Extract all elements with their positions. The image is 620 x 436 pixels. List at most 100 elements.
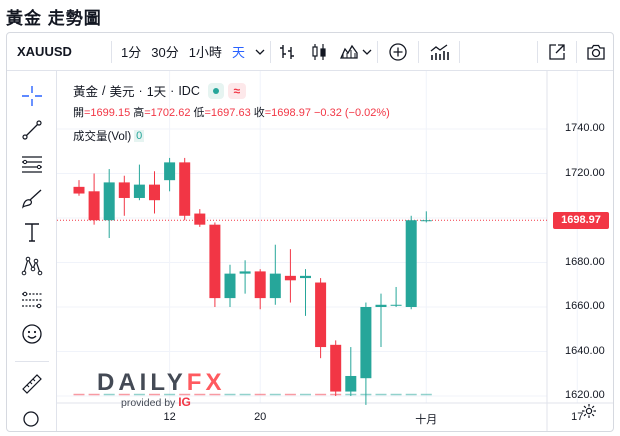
candle-body (133, 184, 145, 198)
volume-legend[interactable]: 成交量(Vol) 0 (73, 128, 390, 144)
candle-chart-type-button[interactable] (303, 38, 335, 66)
volume-bar (164, 393, 176, 396)
chart-legend: 黃金 / 美元 · 1天 · IDC ≈ 開=1699.15 高=1702.62… (73, 81, 390, 144)
snapshot-button[interactable] (577, 38, 613, 66)
toolbar-divider (269, 40, 271, 63)
indicators-button[interactable] (419, 38, 459, 66)
time-tick-label: 12 (163, 411, 176, 423)
volume-bar (133, 393, 145, 396)
volume-bar (315, 393, 327, 396)
page-title: 黃金 走勢圖 (6, 9, 102, 28)
top-toolbar: XAUUSD 1分 30分 1小時 天 (7, 33, 613, 71)
bar-chart-type-button[interactable] (271, 38, 303, 66)
close-value: =1698.97 (264, 107, 311, 119)
candle-body (164, 162, 176, 181)
settings-icon[interactable] (581, 403, 597, 419)
interval-1h-button[interactable]: 1小時 (188, 45, 222, 60)
fullscreen-open-button[interactable] (538, 38, 576, 66)
chevron-down-icon (255, 49, 265, 55)
ig-logo: IG (178, 395, 191, 409)
toolbar-divider (111, 40, 112, 63)
candle-body (179, 162, 191, 216)
price-chart[interactable]: 黃金 / 美元 · 1天 · IDC ≈ 開=1699.15 高=1702.62… (57, 71, 614, 432)
candle-body (194, 213, 206, 225)
candle-body (375, 304, 387, 307)
series-title: 黃金 / 美元 · 1天 · IDC ≈ (73, 81, 390, 100)
price-tick-label: 1640.00 (565, 344, 605, 357)
chart-style-dropdown[interactable] (335, 38, 377, 66)
interval-dropdown-button[interactable] (250, 39, 270, 65)
candle-body (224, 273, 236, 299)
prediction-tool[interactable] (19, 287, 45, 313)
brush-icon (22, 189, 42, 209)
dailyfx-watermark: DAILYFX provided by IG (97, 369, 226, 409)
candle-body (345, 375, 357, 392)
icon-tool[interactable] (19, 321, 45, 347)
change-value: −0.32 (−0.02%) (314, 107, 390, 119)
chart-canvas[interactable] (57, 71, 614, 432)
toolbar-divider (576, 40, 577, 63)
candle-body (405, 220, 417, 307)
ohlc-values: 開=1699.15 高=1702.62 低=1697.63 收=1698.97 … (73, 107, 390, 119)
market-status-icon[interactable] (207, 82, 224, 99)
low-value: =1697.63 (204, 107, 251, 119)
series-currency: 美元 (109, 85, 135, 99)
trend-line-tool[interactable] (19, 117, 45, 143)
ruler-tool[interactable] (19, 371, 45, 397)
compare-symbol-button[interactable] (378, 38, 418, 66)
high-value: =1702.62 (144, 107, 191, 119)
volume-bar (194, 393, 206, 396)
text-tool[interactable] (19, 219, 45, 245)
candle-body (269, 273, 281, 299)
candle-body (149, 184, 160, 201)
pattern-icon (21, 256, 43, 276)
fib-tool[interactable] (19, 151, 45, 177)
toolbar-divider (15, 361, 49, 362)
candle-body (88, 191, 100, 221)
time-tick-label: 20 (254, 411, 267, 423)
candle-body (73, 186, 85, 194)
volume-bar (269, 393, 281, 396)
time-tick-label: 17 (571, 411, 584, 423)
toolbar-divider (417, 40, 419, 63)
chevron-down-icon (362, 49, 372, 55)
trend-line-icon (22, 120, 42, 140)
price-tick-label: 1740.00 (565, 122, 605, 134)
chart-widget: XAUUSD 1分 30分 1小時 天 (6, 32, 614, 432)
interval-30m-button[interactable]: 30分 (151, 45, 179, 60)
drawing-toolbar (7, 71, 57, 431)
zoom-tool[interactable] (19, 407, 45, 431)
brush-tool[interactable] (19, 185, 45, 211)
time-tick-label: 十月 (415, 414, 438, 426)
candle-body (360, 307, 372, 379)
candle-body (209, 224, 221, 299)
volume-value: 0 (134, 130, 145, 142)
interval-1m-button[interactable]: 1分 (121, 45, 142, 60)
smiley-icon (22, 324, 42, 344)
price-tick-label: 1720.00 (565, 166, 605, 179)
candle-body (118, 182, 130, 198)
volume-bar (254, 393, 266, 396)
candle-body (330, 344, 342, 392)
volume-bar (284, 393, 296, 396)
pattern-tool[interactable] (19, 253, 45, 279)
series-source: IDC (178, 83, 200, 98)
indicators-icon (430, 43, 449, 60)
dailyfx-logo: DAILYFX (97, 369, 226, 396)
ohlc-bars-icon (279, 44, 294, 59)
toolbar-divider (537, 40, 538, 63)
external-link-icon (549, 43, 565, 60)
data-delay-icon[interactable]: ≈ (227, 82, 246, 99)
price-tick-label: 1660.00 (565, 300, 605, 312)
volume-bar (375, 393, 387, 396)
volume-bar (420, 393, 432, 396)
candle-body (420, 220, 432, 222)
volume-bar (118, 393, 130, 396)
interval-1d-button[interactable]: 天 (231, 45, 245, 60)
candle-body (284, 275, 296, 281)
text-icon (25, 223, 39, 242)
candle-body (254, 271, 266, 299)
symbol-search[interactable]: XAUUSD (17, 44, 72, 59)
toolbar-divider (458, 40, 460, 63)
crosshair-tool[interactable] (19, 83, 45, 109)
